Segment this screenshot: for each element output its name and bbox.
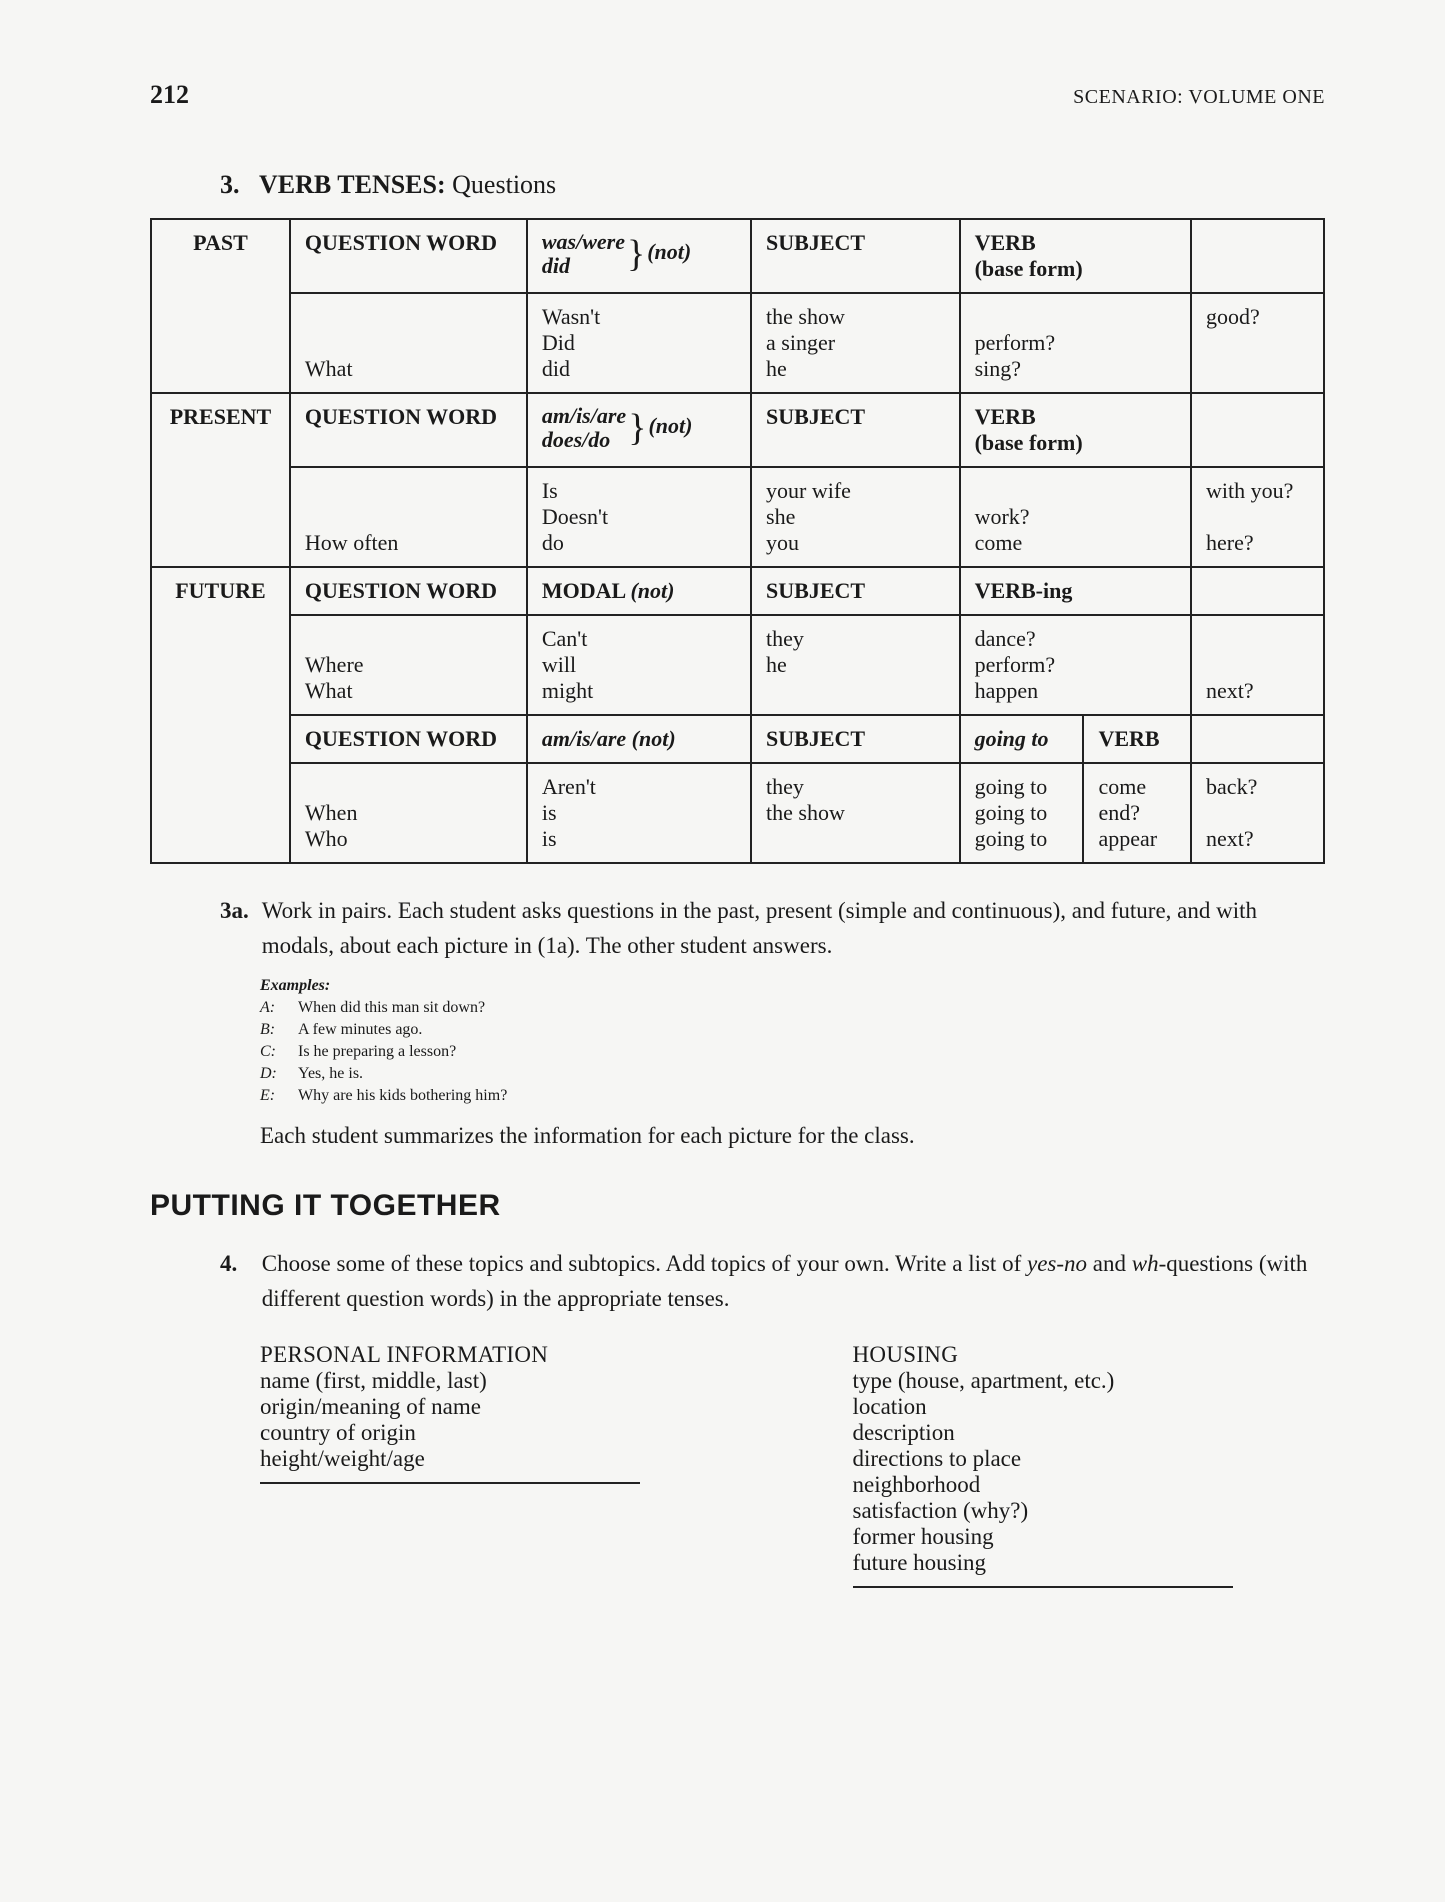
future1-qw-cell: Where What xyxy=(290,615,527,715)
future2-aux-cell: Aren't is is xyxy=(527,763,751,863)
present-verb-header: VERB (base form) xyxy=(960,393,1191,467)
topics-right-rule xyxy=(853,1586,1233,1588)
tense-present: PRESENT xyxy=(151,393,290,567)
ex4-label: 4. xyxy=(220,1247,256,1282)
tense-future: FUTURE xyxy=(151,567,290,863)
future1-extra-cell: next? xyxy=(1191,615,1324,715)
past-extra-cell: good? xyxy=(1191,293,1324,393)
future1-aux-cell: Can't will might xyxy=(527,615,751,715)
topics-left-title: PERSONAL INFORMATION xyxy=(260,1342,733,1368)
example-b: A few minutes ago. xyxy=(298,1021,422,1038)
ex3a-label: 3a. xyxy=(220,894,256,929)
exercise-3a: 3a. Work in pairs. Each student asks que… xyxy=(220,894,1325,963)
future1-qw-header: QUESTION WORD xyxy=(290,567,527,615)
putting-it-together-heading: PUTTING IT TOGETHER xyxy=(150,1189,1325,1223)
topics-right-item: satisfaction (why?) xyxy=(853,1498,1326,1524)
past-verb-header: VERB (base form) xyxy=(960,219,1191,293)
topics-right-item: directions to place xyxy=(853,1446,1326,1472)
topics-right-item: neighborhood xyxy=(853,1472,1326,1498)
topics-left-rule xyxy=(260,1482,640,1484)
present-extra-cell: with you? here? xyxy=(1191,467,1324,567)
present-subj-cell: your wife she you xyxy=(751,467,960,567)
topics-right-item: type (house, apartment, etc.) xyxy=(853,1368,1326,1394)
topics-left-item: origin/meaning of name xyxy=(260,1394,733,1420)
exercise-4: 4. Choose some of these topics and subto… xyxy=(150,1247,1325,1316)
topics-right-item: description xyxy=(853,1420,1326,1446)
topics-left: PERSONAL INFORMATION name (first, middle… xyxy=(260,1342,733,1588)
section-number: 3. xyxy=(220,170,240,199)
future1-verb-header: VERB-ing xyxy=(960,567,1191,615)
future2-goingto-cell: going to going to going to xyxy=(960,763,1084,863)
section-3-title: 3. VERB TENSES: Questions xyxy=(220,170,1325,200)
past-qw-cell: What xyxy=(290,293,527,393)
ex3a-summary: Each student summarizes the information … xyxy=(260,1123,1325,1149)
present-verb-cell: work? come xyxy=(960,467,1191,567)
past-aux-bot: did xyxy=(542,254,625,278)
examples-block: Examples: A: When did this man sit down?… xyxy=(260,977,1325,1105)
present-subj-header: SUBJECT xyxy=(751,393,960,467)
topics-right-item: former housing xyxy=(853,1524,1326,1550)
topics-left-item: name (first, middle, last) xyxy=(260,1368,733,1394)
future2-aux-header: am/is/are (not) xyxy=(527,715,751,763)
verb-tenses-table: PAST QUESTION WORD was/were did }(not) S… xyxy=(150,218,1325,864)
ex3a-text: Work in pairs. Each student asks questio… xyxy=(262,894,1312,963)
examples-heading: Examples: xyxy=(260,977,1325,995)
example-c: Is he preparing a lesson? xyxy=(298,1043,456,1060)
past-extra-header xyxy=(1191,219,1324,293)
future1-aux-header: MODAL (not) xyxy=(527,567,751,615)
future2-subj-cell: they the show xyxy=(751,763,960,863)
topics-right: HOUSING type (house, apartment, etc.) lo… xyxy=(853,1342,1326,1588)
past-aux-not: (not) xyxy=(647,239,691,264)
future2-qw-cell: When Who xyxy=(290,763,527,863)
topics-right-item: location xyxy=(853,1394,1326,1420)
section-title-bold: VERB TENSES: xyxy=(259,170,446,199)
future2-verb-header: VERB xyxy=(1083,715,1191,763)
future2-goingto-header: going to xyxy=(960,715,1084,763)
page-number: 212 xyxy=(150,80,189,110)
section-title-rest: Questions xyxy=(452,170,556,199)
past-aux-header: was/were did }(not) xyxy=(527,219,751,293)
present-qw-header: QUESTION WORD xyxy=(290,393,527,467)
present-extra-header xyxy=(1191,393,1324,467)
past-aux-cell: Wasn't Did did xyxy=(527,293,751,393)
past-verb-cell: perform? sing? xyxy=(960,293,1191,393)
page: 212 SCENARIO: VOLUME ONE 3. VERB TENSES:… xyxy=(0,0,1445,1902)
page-header: 212 SCENARIO: VOLUME ONE xyxy=(150,80,1325,110)
tense-past: PAST xyxy=(151,219,290,393)
future2-qw-header: QUESTION WORD xyxy=(290,715,527,763)
past-subj-header: SUBJECT xyxy=(751,219,960,293)
past-subj-cell: the show a singer he xyxy=(751,293,960,393)
future2-extra-cell: back? next? xyxy=(1191,763,1324,863)
topics-columns: PERSONAL INFORMATION name (first, middle… xyxy=(260,1342,1325,1588)
present-aux-cell: Is Doesn't do xyxy=(527,467,751,567)
ex4-text: Choose some of these topics and subtopic… xyxy=(262,1247,1312,1316)
present-aux-header: am/is/are does/do }(not) xyxy=(527,393,751,467)
present-qw-cell: How often xyxy=(290,467,527,567)
topics-right-item: future housing xyxy=(853,1550,1326,1576)
example-a: When did this man sit down? xyxy=(298,999,485,1016)
topics-left-item: height/weight/age xyxy=(260,1446,733,1472)
future2-verb-cell: come end? appear xyxy=(1083,763,1191,863)
example-e: Why are his kids bothering him? xyxy=(298,1087,507,1104)
topics-right-title: HOUSING xyxy=(853,1342,1326,1368)
future2-subj-header: SUBJECT xyxy=(751,715,960,763)
topics-left-item: country of origin xyxy=(260,1420,733,1446)
book-title: SCENARIO: VOLUME ONE xyxy=(1073,86,1325,109)
past-qw-header: QUESTION WORD xyxy=(290,219,527,293)
future1-subj-header: SUBJECT xyxy=(751,567,960,615)
past-aux-top: was/were xyxy=(542,230,625,254)
future1-subj-cell: they he xyxy=(751,615,960,715)
future1-verb-cell: dance? perform? happen xyxy=(960,615,1191,715)
example-d: Yes, he is. xyxy=(298,1065,363,1082)
